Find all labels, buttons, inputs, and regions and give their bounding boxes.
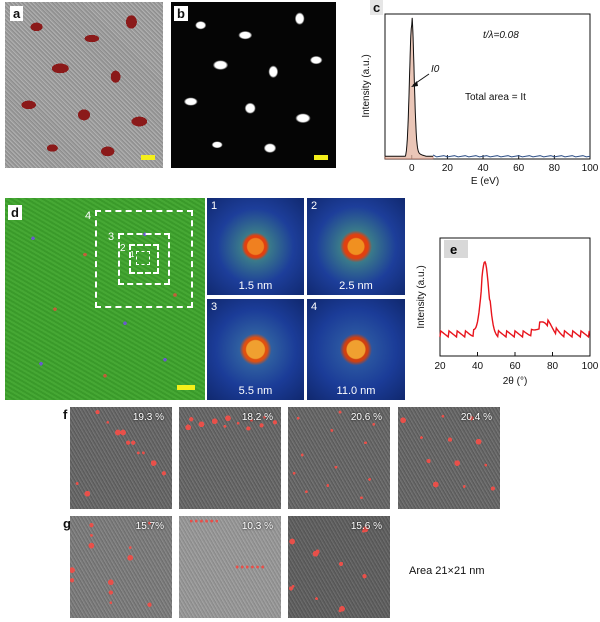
- fft-tile-number: 2: [311, 200, 318, 212]
- panel-label-c: c: [370, 0, 384, 15]
- panel-d-map: 4 3 2 1: [5, 198, 205, 400]
- x-tick-label: 60: [513, 163, 525, 174]
- fft-tile-label: 11.0 nm: [336, 385, 376, 397]
- area-fraction-label: 18.2 %: [241, 412, 273, 423]
- fft-tile-label: 5.5 nm: [238, 385, 273, 397]
- x-tick-label: 80: [547, 361, 559, 372]
- panel-label-b: b: [174, 6, 188, 21]
- fft-tile-label: 2.5 nm: [339, 280, 373, 292]
- x-ticks: 0 20 40 60 80 100: [409, 155, 599, 174]
- panel-label-e-bg: [444, 240, 468, 258]
- area-fraction-label: 15.7%: [135, 521, 164, 532]
- x-axis-label: 2θ (°): [503, 376, 528, 387]
- x-tick-label: 20: [442, 163, 454, 174]
- roi-box-2: [129, 244, 159, 274]
- i0-annotation: I0: [431, 64, 440, 75]
- x-axis-label: E (eV): [471, 176, 499, 187]
- plot-frame: [384, 13, 591, 160]
- roi-box-4: [95, 210, 193, 308]
- micrograph-tile: 18.2 %: [179, 407, 281, 509]
- y-axis-label: Intensity (a.u.): [361, 54, 372, 117]
- i0-arrowhead: [411, 81, 418, 87]
- scale-bar: [314, 155, 328, 160]
- roi-box-1: [136, 251, 150, 265]
- fft-tile-label: 1.5 nm: [238, 280, 273, 292]
- panel-e-xrd-chart: e 20 40 60 80 100 2θ (°) Intensity (a.u.): [416, 237, 598, 387]
- fft-tile-2: 2 2.5 nm: [307, 198, 405, 295]
- x-tick-label: 40: [477, 163, 489, 174]
- ratio-annotation: t/λ=0.08: [483, 30, 519, 41]
- panel-label-d: d: [8, 205, 22, 220]
- x-ticks: 20 40 60 80 100: [434, 352, 598, 372]
- roi-box-3: [118, 233, 170, 285]
- area-fraction-label: 20.4 %: [460, 412, 492, 423]
- eels-spectrum-line: [385, 17, 434, 157]
- micrograph-tile: 19.3 %: [70, 407, 172, 509]
- roi-label-4: 4: [85, 210, 92, 222]
- fft-tile-number: 4: [311, 301, 318, 313]
- panel-b-binary-map: [171, 2, 336, 168]
- area-note: Area 21×21 nm: [409, 565, 485, 577]
- area-fraction-label: 20.6 %: [350, 412, 382, 423]
- area-annotation: Total area = It: [465, 92, 526, 103]
- x-tick-label: 20: [434, 361, 446, 372]
- scale-bar: [141, 155, 155, 160]
- roi-label-3: 3: [108, 231, 115, 243]
- panel-label-f: f: [60, 407, 71, 422]
- fft-tile-3: 3 5.5 nm: [207, 299, 304, 400]
- panel-c-eels-chart: 0 20 40 60 80 100 t/λ=0.08 I0 Total area = It…: [361, 13, 599, 187]
- area-fraction-label: 19.3 %: [132, 412, 164, 423]
- fft-tile-number: 3: [211, 301, 218, 313]
- micrograph-tile: 15.6 %: [288, 516, 390, 618]
- micrograph-tile: 20.4 %: [398, 407, 500, 509]
- x-tick-label: 100: [582, 361, 598, 372]
- panel-label-a: a: [10, 6, 24, 21]
- area-fraction-label: 15.6 %: [350, 521, 382, 532]
- fft-tile-1: 1 1.5 nm: [207, 198, 304, 295]
- x-tick-label: 0: [409, 163, 415, 174]
- roi-label-1: 1: [130, 250, 135, 259]
- micrograph-tile: 15.7%: [70, 516, 172, 618]
- panel-a-micrograph: [5, 2, 163, 168]
- fft-tile-number: 1: [211, 200, 218, 212]
- eels-tail-line: [432, 154, 591, 158]
- micrograph-tile: 10.3 %: [179, 516, 281, 618]
- area-fraction-label: 10.3 %: [241, 521, 273, 532]
- x-tick-label: 40: [472, 361, 484, 372]
- xrd-pattern-line: [439, 260, 590, 339]
- scale-bar: [177, 385, 195, 390]
- roi-label-2: 2: [120, 243, 126, 254]
- panel-label-e: e: [450, 242, 457, 257]
- y-axis-label: Intensity (a.u.): [416, 265, 427, 328]
- x-tick-label: 80: [549, 163, 561, 174]
- fft-tile-4: 4 11.0 nm: [307, 299, 405, 400]
- micrograph-tile: 20.6 %: [288, 407, 390, 509]
- x-tick-label: 100: [582, 163, 599, 174]
- x-tick-label: 60: [509, 361, 521, 372]
